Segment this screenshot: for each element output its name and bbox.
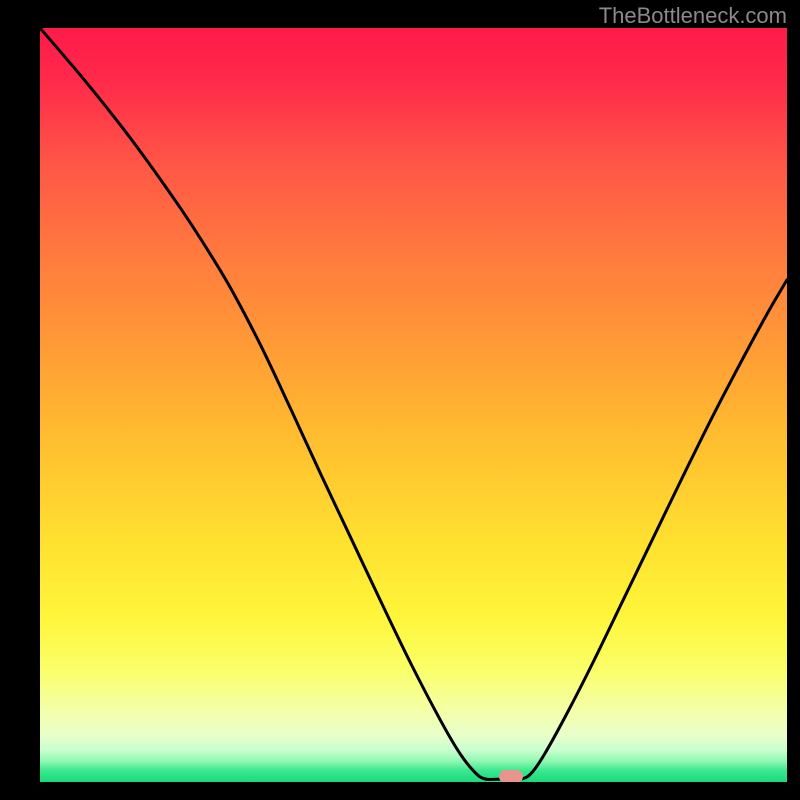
curve-layer xyxy=(40,28,787,782)
chart-container: TheBottleneck.com xyxy=(0,0,800,800)
bottleneck-curve xyxy=(40,28,787,779)
watermark-text: TheBottleneck.com xyxy=(599,3,787,29)
plot-area xyxy=(40,28,787,782)
optimum-marker xyxy=(499,770,523,782)
